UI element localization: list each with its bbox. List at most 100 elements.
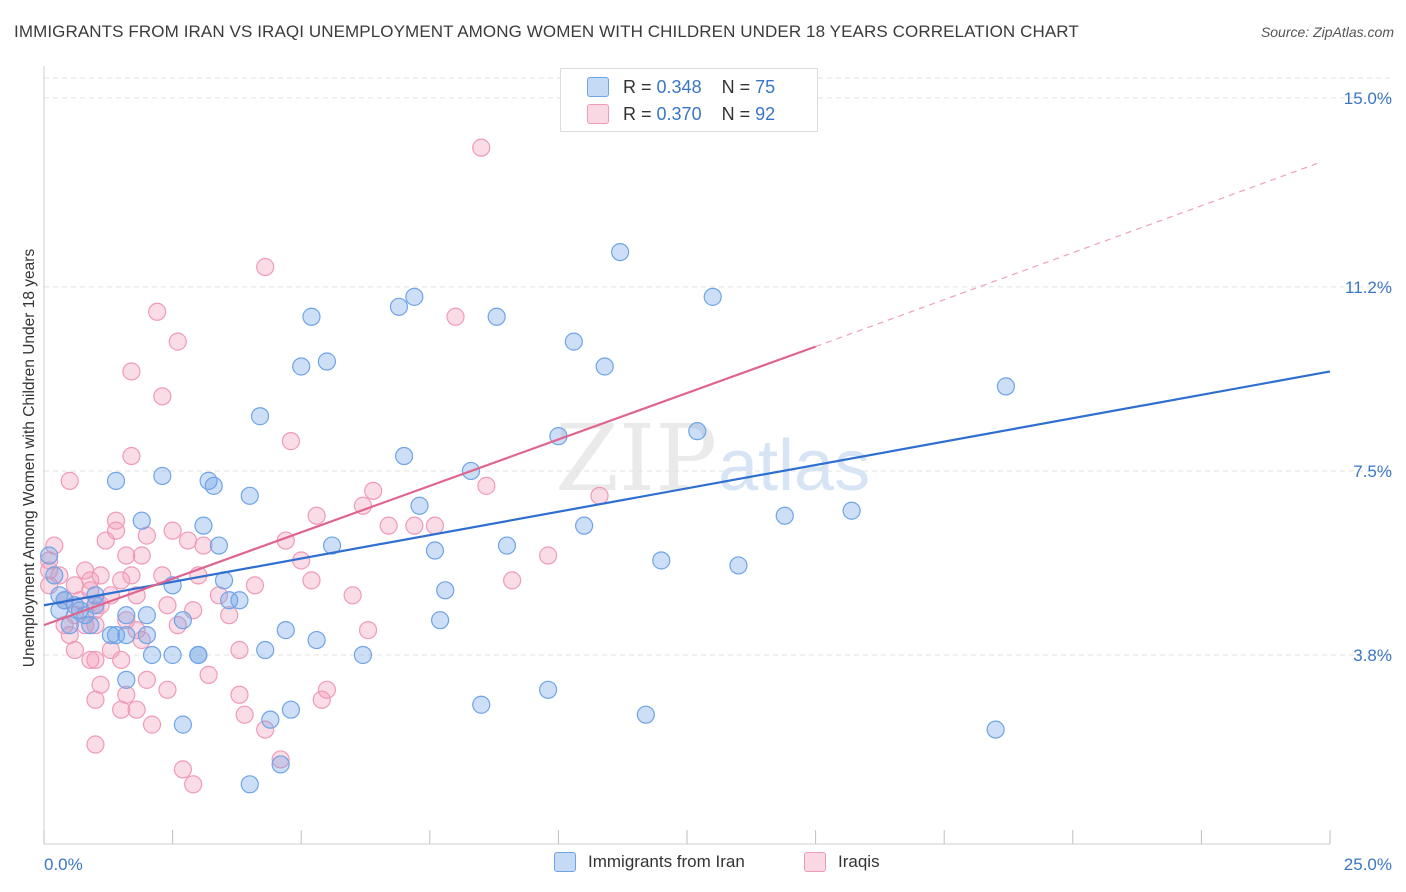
iran-point-37 [250, 407, 270, 426]
legend-r-value-iran: 0.348 [656, 76, 702, 97]
iran-point-41 [281, 700, 301, 719]
iraq-point-32 [112, 650, 131, 670]
iraq-point-57 [178, 531, 198, 550]
iraq-point-88 [477, 476, 496, 495]
iraq-point-54 [168, 332, 187, 351]
bottom-legend-swatch-iran [554, 852, 576, 872]
iraq-point-89 [503, 571, 522, 590]
iraq-point-52 [158, 680, 177, 699]
iraq-point-39 [122, 566, 141, 585]
bottom-legend-iraq[interactable]: Iraqis [804, 852, 880, 872]
iran-point-66 [652, 551, 671, 570]
iraq-point-48 [148, 302, 167, 321]
iraq-point-73 [281, 432, 301, 451]
y-tick-label-2: 11.2% [1345, 278, 1392, 297]
iraq-point-56 [173, 760, 192, 779]
iraq-point-62 [199, 665, 218, 684]
iraq-point-47 [142, 715, 162, 734]
iran-point-49 [394, 446, 414, 466]
iraq-point-67 [235, 705, 254, 724]
iran-point-35 [230, 591, 249, 610]
iran-point-0 [40, 546, 59, 565]
iran-point-71 [842, 501, 861, 520]
bottom-legend-label-iraq: Iraqis [838, 852, 880, 871]
iraq-point-84 [405, 516, 424, 535]
iraq-point-90 [539, 546, 558, 565]
bottom-legend-iran[interactable]: Immigrants from Iran [554, 852, 745, 872]
iran-point-54 [436, 581, 455, 600]
iran-point-59 [539, 680, 558, 699]
iran-point-20 [137, 625, 156, 645]
iran-point-48 [389, 297, 409, 316]
trend-lines [43, 161, 1331, 627]
iraq-point-69 [256, 257, 275, 277]
iran-point-58 [497, 536, 517, 555]
iran-point-25 [173, 715, 192, 734]
iraq-point-82 [364, 481, 383, 500]
iraq-point-31 [112, 571, 131, 590]
watermark-atlas: atlas [718, 426, 870, 506]
iran-point-12 [101, 625, 120, 645]
iraq-point-85 [425, 516, 445, 535]
iraq-point-70 [256, 720, 275, 739]
watermark: ZIP atlas [555, 405, 870, 512]
legend-swatch-iran [587, 77, 609, 97]
legend-row-iran: R = 0.348 N = 75 [561, 75, 775, 99]
iraq-point-17 [81, 650, 100, 670]
iran-point-39 [261, 710, 280, 729]
legend-swatch-iraq [587, 104, 609, 124]
iraq-point-37 [122, 362, 141, 381]
iran-point-42 [292, 357, 311, 376]
iran-point-64 [611, 242, 630, 262]
iran-point-34 [220, 591, 239, 610]
iraq-points [40, 138, 609, 794]
iraq-point-87 [472, 138, 491, 157]
iran-point-40 [276, 621, 295, 640]
iraq-point-46 [137, 670, 156, 689]
iran-point-52 [425, 541, 445, 560]
y-tick-label-3: 15.0% [1344, 89, 1392, 108]
iran-point-63 [595, 357, 614, 376]
iran-point-21 [142, 645, 162, 665]
iraq-point-42 [127, 700, 146, 719]
iraq-point-22 [86, 735, 105, 754]
iran-point-72 [996, 377, 1016, 396]
iraq-point-77 [312, 690, 331, 709]
iran-point-68 [703, 287, 722, 306]
iraq-point-76 [307, 506, 326, 525]
iran-point-51 [410, 496, 429, 515]
iraq-point-38 [122, 446, 141, 466]
legend-r-value-iraq: 0.370 [656, 103, 702, 124]
iraq-point-78 [317, 680, 337, 699]
iraq-point-30 [106, 521, 126, 540]
iran-point-43 [302, 307, 321, 326]
legend-n-value-iran: 75 [755, 76, 776, 97]
iran-point-38 [256, 640, 275, 660]
iran-point-16 [117, 670, 136, 689]
iraq-point-83 [379, 516, 398, 535]
iraq-point-91 [590, 486, 609, 505]
iraq-point-68 [245, 576, 265, 595]
iran-point-65 [636, 705, 655, 724]
iran-point-67 [688, 422, 707, 441]
iran-point-47 [353, 645, 373, 665]
iran-point-9 [81, 616, 100, 635]
iran-point-46 [322, 536, 342, 555]
legend-n-value-iraq: 92 [755, 103, 776, 124]
iraq-point-29 [106, 511, 126, 530]
axes [43, 66, 1331, 845]
correlation-legend: R = 0.348 N = 75 R = 0.370 N = 92 [560, 68, 818, 132]
iraq-point-86 [446, 307, 465, 326]
legend-r-label-iraq: R = [623, 103, 652, 124]
watermark-zip: ZIP [555, 405, 717, 512]
iran-point-53 [430, 611, 450, 630]
bottom-legend-label-iran: Immigrants from Iran [588, 852, 745, 871]
legend-row-iraq: R = 0.370 N = 92 [561, 102, 775, 126]
iraq-point-75 [302, 571, 321, 590]
iraq-point-43 [132, 546, 151, 565]
iraq-point-23 [91, 566, 110, 585]
iran-trend-line [43, 370, 1331, 607]
iran-point-57 [487, 307, 506, 326]
bottom-legend-swatch-iraq [804, 852, 826, 872]
iran-point-2 [50, 586, 69, 605]
